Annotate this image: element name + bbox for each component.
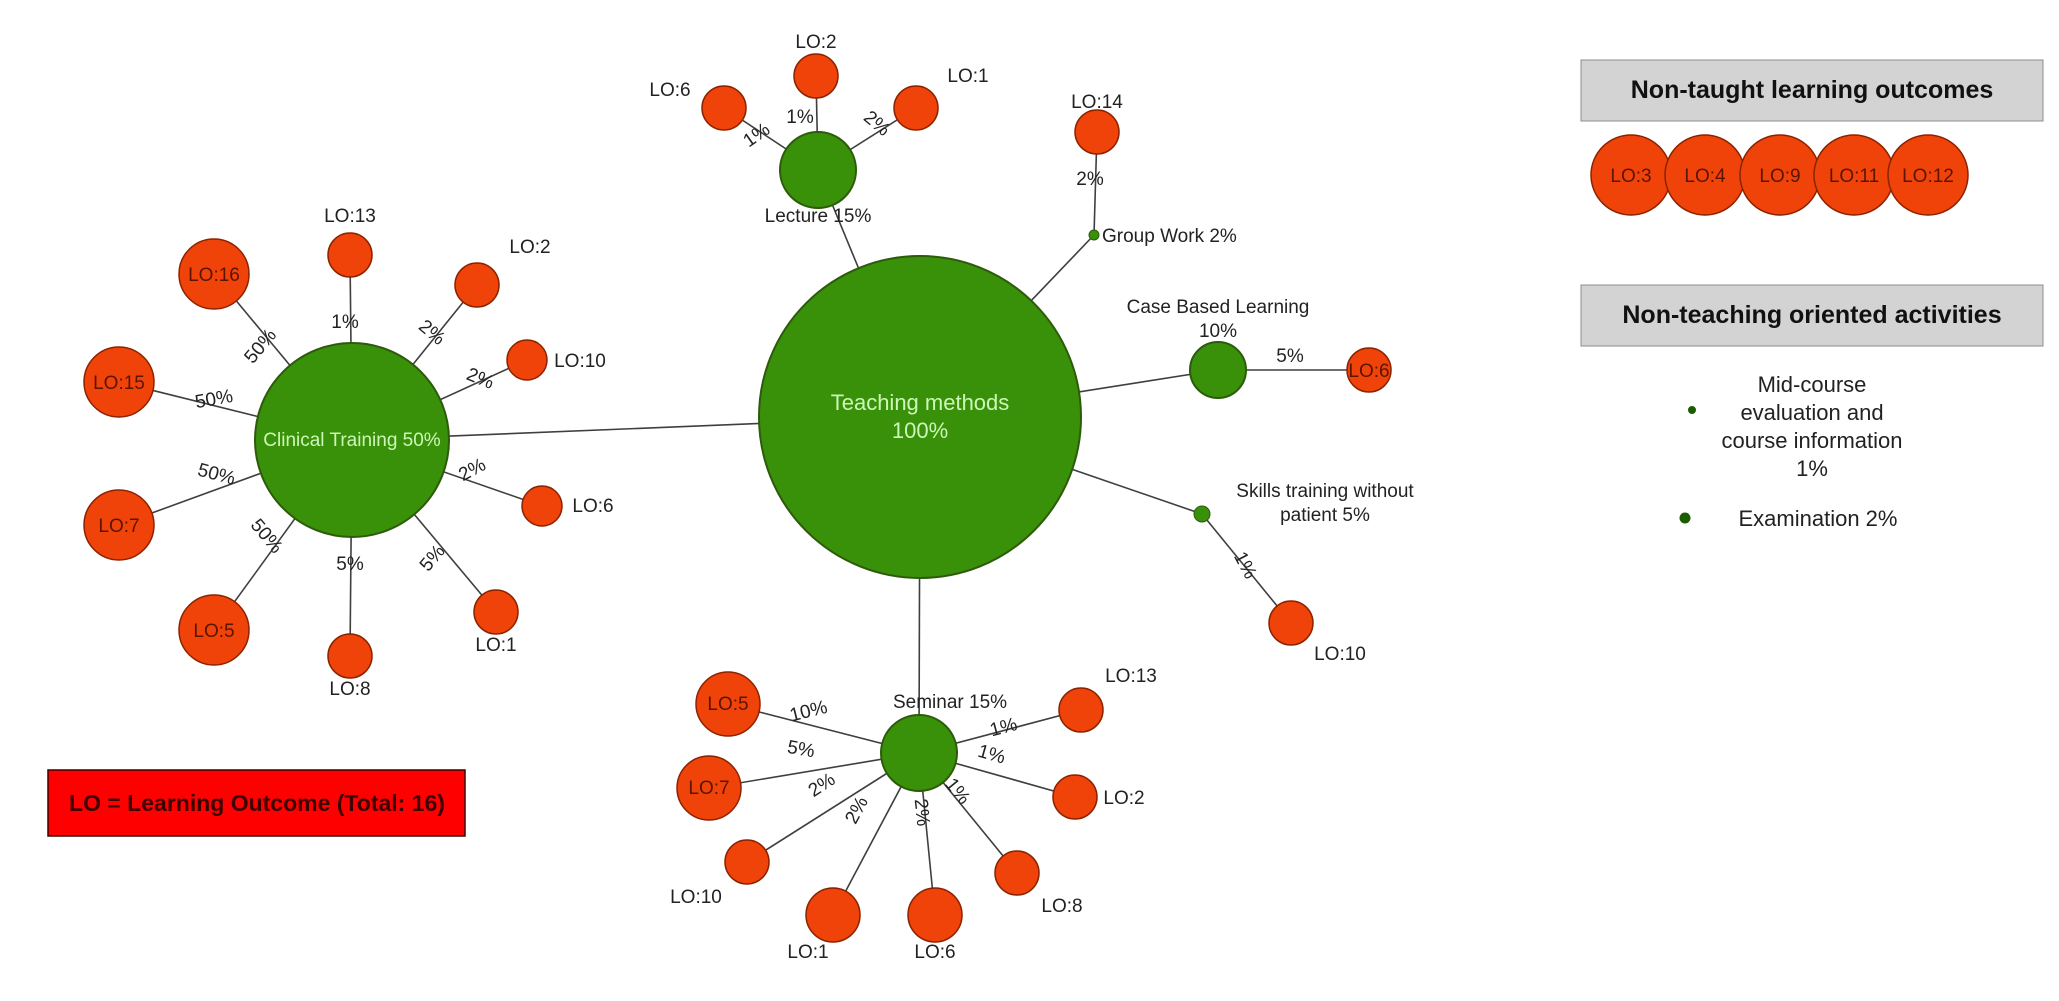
svg-text:course information: course information <box>1722 428 1903 453</box>
svg-text:100%: 100% <box>892 418 948 443</box>
svg-text:LO:16: LO:16 <box>188 265 240 286</box>
svg-text:Non-taught learning outcomes: Non-taught learning outcomes <box>1631 76 1994 104</box>
svg-text:LO:2: LO:2 <box>509 237 550 258</box>
svg-text:2%: 2% <box>1076 169 1104 190</box>
svg-text:LO:9: LO:9 <box>1759 166 1800 187</box>
svg-text:LO:7: LO:7 <box>688 778 729 799</box>
svg-text:LO:15: LO:15 <box>93 373 145 394</box>
svg-text:Group Work 2%: Group Work 2% <box>1102 226 1237 247</box>
svg-text:10%: 10% <box>1199 321 1237 342</box>
svg-text:Clinical Training 50%: Clinical Training 50% <box>263 430 441 451</box>
svg-text:LO:14: LO:14 <box>1071 92 1123 113</box>
svg-text:LO:5: LO:5 <box>193 621 234 642</box>
svg-text:LO:6: LO:6 <box>914 942 955 963</box>
svg-text:Seminar 15%: Seminar 15% <box>893 692 1007 713</box>
svg-text:LO:13: LO:13 <box>1105 666 1157 687</box>
svg-text:patient 5%: patient 5% <box>1280 505 1370 526</box>
svg-text:LO:1: LO:1 <box>947 66 988 87</box>
svg-text:LO:2: LO:2 <box>795 32 836 53</box>
svg-text:LO:7: LO:7 <box>98 516 139 537</box>
svg-text:1%: 1% <box>786 107 814 128</box>
svg-text:LO:1: LO:1 <box>787 942 828 963</box>
svg-text:Skills training without: Skills training without <box>1236 481 1414 502</box>
svg-text:Examination 2%: Examination 2% <box>1739 506 1898 531</box>
svg-text:LO:1: LO:1 <box>475 635 516 656</box>
svg-text:LO:5: LO:5 <box>707 694 748 715</box>
svg-text:LO:3: LO:3 <box>1610 166 1651 187</box>
svg-text:LO:10: LO:10 <box>554 351 606 372</box>
svg-text:evaluation and: evaluation and <box>1740 400 1883 425</box>
svg-text:Lecture 15%: Lecture 15% <box>765 206 872 227</box>
svg-text:LO:12: LO:12 <box>1902 166 1954 187</box>
svg-text:2%: 2% <box>910 798 934 828</box>
svg-text:LO:11: LO:11 <box>1829 166 1879 187</box>
svg-text:LO:10: LO:10 <box>670 887 722 908</box>
svg-text:Teaching methods: Teaching methods <box>831 390 1010 415</box>
svg-text:LO:2: LO:2 <box>1103 788 1144 809</box>
svg-text:Mid-course: Mid-course <box>1758 372 1867 397</box>
svg-text:Case Based Learning: Case Based Learning <box>1127 297 1310 318</box>
svg-text:LO:10: LO:10 <box>1314 644 1366 665</box>
svg-text:Non-teaching oriented activiti: Non-teaching oriented activities <box>1622 301 2001 329</box>
svg-text:LO:6: LO:6 <box>649 80 690 101</box>
svg-text:LO:8: LO:8 <box>1041 896 1082 917</box>
svg-text:5%: 5% <box>336 554 364 575</box>
svg-text:LO:6: LO:6 <box>572 496 613 517</box>
svg-text:LO:13: LO:13 <box>324 206 376 227</box>
svg-text:5%: 5% <box>1276 346 1304 367</box>
svg-text:1%: 1% <box>331 312 359 333</box>
svg-text:LO:4: LO:4 <box>1684 166 1726 187</box>
svg-text:LO = Learning Outcome (Total:: LO = Learning Outcome (Total: 16) <box>69 790 445 816</box>
svg-text:LO:8: LO:8 <box>329 679 370 700</box>
svg-text:1%: 1% <box>1796 456 1828 481</box>
svg-text:LO:6: LO:6 <box>1348 361 1389 382</box>
